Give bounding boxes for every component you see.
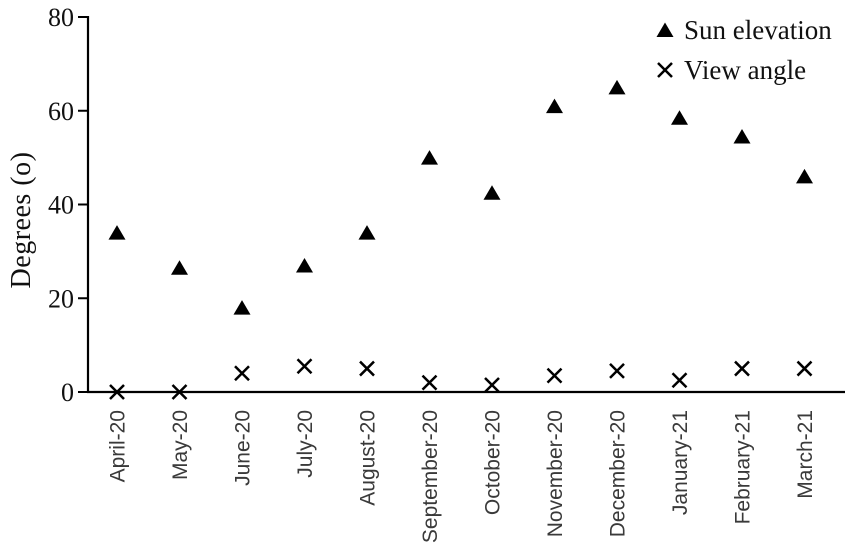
y-tick-label: 60 bbox=[48, 97, 74, 126]
view-angle-marker bbox=[484, 377, 500, 393]
view-angle-marker bbox=[546, 367, 563, 384]
view-angle-marker bbox=[109, 384, 125, 400]
view-angle-marker bbox=[796, 360, 813, 377]
y-tick-label: 0 bbox=[61, 378, 74, 407]
sun-elevation-marker bbox=[421, 150, 438, 165]
y-tick-label: 40 bbox=[48, 191, 74, 220]
sun-elevation-marker bbox=[233, 300, 251, 315]
sun-elevation-marker bbox=[733, 129, 751, 144]
sun-elevation-marker bbox=[546, 98, 563, 114]
x-tick-label: October-20 bbox=[482, 410, 505, 515]
view-angle-marker bbox=[359, 360, 375, 377]
triangle-marker-icon bbox=[654, 20, 676, 40]
y-tick-label: 80 bbox=[48, 3, 74, 32]
x-tick-label: January-21 bbox=[669, 410, 692, 515]
sun-elevation-marker bbox=[483, 185, 501, 200]
sun-elevation-marker bbox=[296, 257, 313, 273]
x-tick-label: June-20 bbox=[232, 410, 255, 486]
x-tick-label: July-20 bbox=[294, 410, 317, 478]
sun-elevation-marker bbox=[171, 260, 188, 275]
sun-elevation-marker bbox=[671, 110, 688, 125]
x-tick-label: November-20 bbox=[544, 410, 567, 537]
x-tick-label: May-20 bbox=[169, 410, 192, 480]
legend-label-sun-elevation: Sun elevation bbox=[684, 14, 832, 45]
legend-entry-sun-elevation: Sun elevation bbox=[654, 10, 832, 50]
triangle-marker-glyph bbox=[656, 22, 674, 37]
view-angle-marker bbox=[734, 360, 750, 377]
x-tick-label: March-21 bbox=[794, 410, 817, 499]
view-angle-marker bbox=[421, 374, 438, 391]
view-angle-marker bbox=[171, 384, 188, 400]
triangle-marker-shape bbox=[656, 22, 674, 37]
y-tick-label: 20 bbox=[48, 284, 74, 313]
y-axis-title: Degrees (o) bbox=[6, 151, 37, 289]
legend-entry-view-angle: View angle bbox=[654, 50, 832, 90]
x-tick-label: February-21 bbox=[732, 410, 755, 524]
x-tick-label: December-20 bbox=[607, 410, 630, 537]
x-marker-icon bbox=[654, 60, 676, 80]
sun-elevation-marker bbox=[358, 225, 376, 240]
legend: Sun elevation View angle bbox=[654, 10, 832, 90]
view-angle-marker bbox=[296, 358, 313, 375]
x-tick-label: September-20 bbox=[419, 410, 442, 543]
view-angle-marker bbox=[671, 372, 688, 389]
x-marker-glyph bbox=[657, 62, 673, 78]
x-marker-shape bbox=[657, 62, 673, 78]
sun-elevation-marker bbox=[796, 168, 813, 184]
sun-elevation-marker bbox=[608, 79, 626, 95]
view-angle-marker bbox=[609, 363, 625, 379]
view-angle-marker bbox=[234, 365, 250, 382]
sun-elevation-marker bbox=[108, 225, 126, 240]
legend-label-view-angle: View angle bbox=[684, 54, 807, 85]
x-tick-label: August-20 bbox=[357, 410, 380, 506]
x-tick-label: April-20 bbox=[107, 410, 130, 482]
